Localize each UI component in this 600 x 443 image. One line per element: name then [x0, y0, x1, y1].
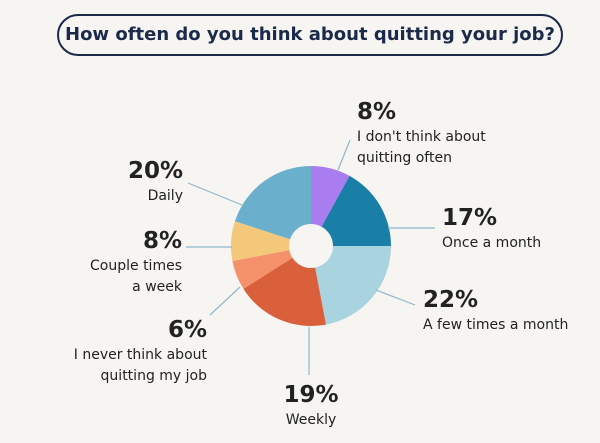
value-label: 22% — [423, 287, 479, 313]
leader-line — [375, 289, 416, 306]
slice-label: 20% Daily — [83, 156, 183, 207]
value-label: 20% — [127, 158, 183, 184]
slice — [315, 246, 391, 325]
chart-title: How often do you think about quitting yo… — [57, 14, 563, 56]
category-label: Daily — [147, 188, 183, 204]
slice — [311, 166, 350, 227]
leader-line — [209, 286, 241, 316]
slice-label: 8% Couple times a week — [82, 226, 182, 298]
category-label: I don't think about quitting often — [357, 129, 486, 166]
value-label: 6% — [167, 317, 207, 343]
leader-line — [337, 139, 351, 171]
category-label: I never think about quitting my job — [73, 347, 207, 384]
slice — [321, 175, 391, 246]
slice-label: 22% A few times a month — [423, 285, 583, 336]
slice-label: 19% Weekly — [251, 380, 371, 431]
value-label: 8% — [142, 228, 182, 254]
slice — [234, 166, 311, 240]
value-label: 8% — [357, 99, 397, 125]
category-label: Weekly — [285, 412, 337, 428]
slice-label: 17% Once a month — [442, 203, 582, 254]
category-label: Once a month — [442, 235, 542, 251]
slice-label: 6% I never think about quitting my job — [62, 315, 207, 387]
leader-line — [187, 182, 243, 206]
category-label: A few times a month — [423, 317, 569, 333]
value-label: 17% — [442, 205, 498, 231]
slice — [232, 250, 293, 289]
slice — [243, 257, 326, 326]
slice — [231, 221, 291, 261]
category-label: Couple times a week — [90, 258, 182, 295]
value-label: 19% — [283, 382, 339, 408]
slice-label: 8% I don't think about quitting often — [357, 97, 502, 169]
